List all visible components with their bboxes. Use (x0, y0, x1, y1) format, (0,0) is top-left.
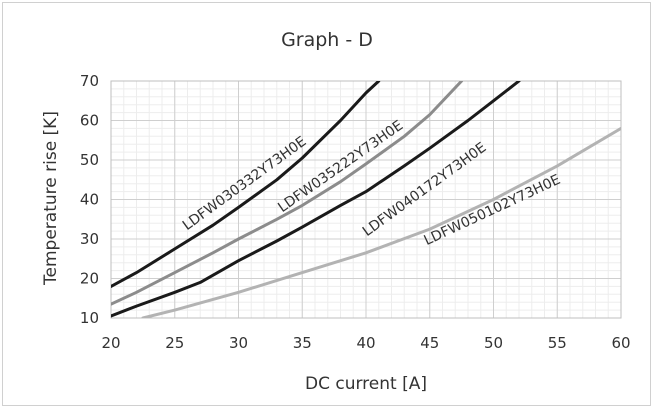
series-line-3 (111, 81, 521, 318)
x-tick-label: 60 (611, 334, 630, 352)
x-tick-label: 50 (484, 334, 503, 352)
y-tick-label: 30 (80, 230, 99, 248)
y-axis-label: Temperature rise [K] (41, 111, 61, 286)
series-lines (111, 81, 621, 318)
y-tick-label: 20 (80, 270, 99, 288)
x-tick-label: 35 (293, 334, 312, 352)
x-tick-label: 30 (229, 334, 248, 352)
y-tick-label: 50 (80, 151, 99, 169)
plot-area-border (110, 80, 622, 319)
x-tick-label: 45 (420, 334, 439, 352)
chart-frame (2, 2, 651, 406)
y-tick-label: 10 (80, 309, 99, 327)
x-tick-label: 55 (548, 334, 567, 352)
y-tick-label: 70 (80, 72, 99, 90)
x-axis-label: DC current [A] (305, 374, 427, 394)
chart-title: Graph - D (281, 29, 373, 51)
x-tick-label: 25 (165, 334, 184, 352)
y-tick-label: 40 (80, 191, 99, 209)
series-line-2 (111, 81, 464, 306)
x-tick-label: 20 (101, 334, 120, 352)
grid (110, 80, 622, 319)
x-tick-label: 40 (356, 334, 375, 352)
y-tick-label: 60 (80, 112, 99, 130)
series-line-1 (111, 81, 381, 288)
series-line-4 (141, 126, 621, 318)
